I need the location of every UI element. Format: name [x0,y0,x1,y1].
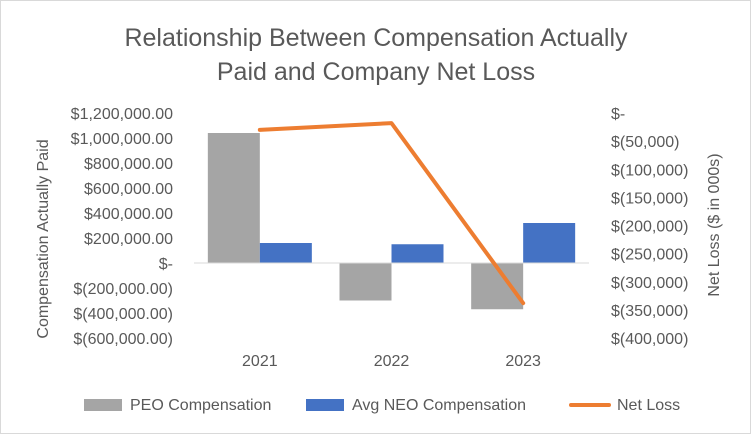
y-tick-label: $(600,000.00) [73,331,173,348]
legend-swatch-avg-neo-compensation [306,399,344,411]
y2-tick-label: $(400,000) [611,331,688,348]
y2-tick-label: $(150,000) [611,190,688,207]
x-tick-label: 2021 [242,353,278,370]
legend-label-peo-compensation: PEO Compensation [130,397,271,414]
chart-title-line-1: Relationship Between Compensation Actual… [124,24,628,52]
y2-tick-label: $(50,000) [611,134,680,151]
bar-peo-compensation [339,263,392,301]
y2-tick-label: $(300,000) [611,275,688,292]
chart-title-line-2: Paid and Company Net Loss [217,58,535,86]
bar-avg-neo-compensation [259,243,312,263]
y-tick-label: $1,000,000.00 [71,131,173,148]
x-tick-label: 2022 [374,353,410,370]
legend-label-net-loss: Net Loss [617,397,680,414]
series-line-net-loss [257,121,526,306]
y2-tick-label: $(100,000) [611,162,688,179]
y-tick-label: $800,000.00 [84,156,173,173]
y-tick-label: $200,000.00 [84,231,173,248]
y-tick-label: $600,000.00 [84,181,173,198]
y-tick-label: $1,200,000.00 [71,106,173,123]
y-axis-label: Compensation Actually Paid [35,139,52,338]
y2-tick-label: $- [611,106,625,123]
y2-axis-label: Net Loss ($ in 000s) [706,153,723,296]
y-tick-label: $- [159,256,173,273]
legend-swatch-peo-compensation [84,399,122,411]
legend-label-avg-neo-compensation: Avg NEO Compensation [352,397,526,414]
y2-tick-label: $(200,000) [611,219,688,236]
bar-peo-compensation [207,133,260,263]
y-tick-label: $400,000.00 [84,206,173,223]
y-tick-label: $(400,000.00) [73,306,173,323]
y2-tick-label: $(250,000) [611,247,688,264]
x-tick-label: 2023 [505,353,541,370]
bar-avg-neo-compensation [523,223,576,263]
y-tick-label: $(200,000.00) [73,281,173,298]
bar-avg-neo-compensation [391,244,444,263]
y2-tick-label: $(350,000) [611,303,688,320]
